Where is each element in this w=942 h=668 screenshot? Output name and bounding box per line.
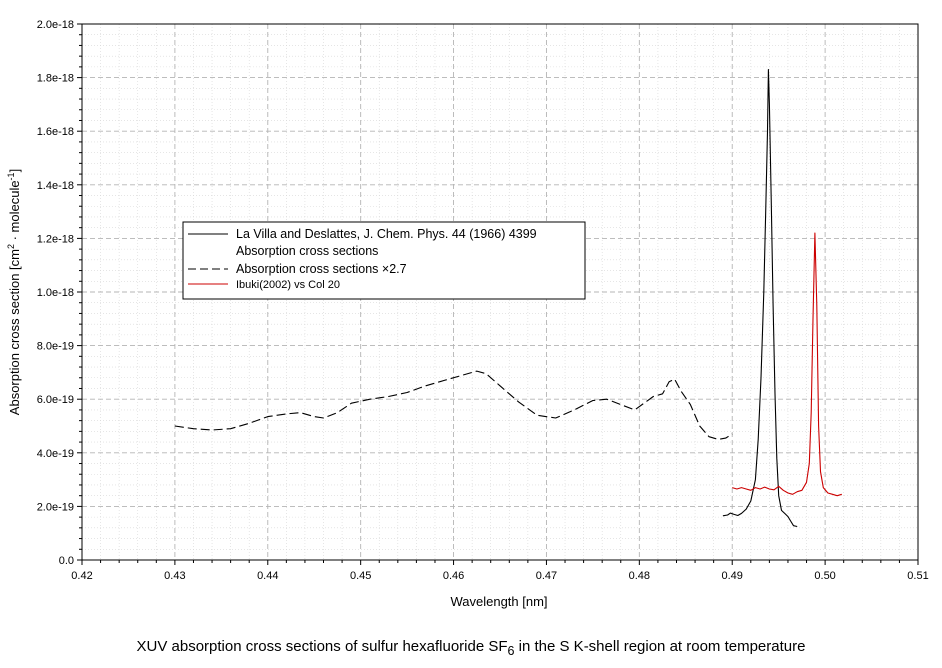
y-tick-label: 8.0e-19 (37, 341, 74, 353)
caption-suffix: in the S K-shell region at room temperat… (514, 638, 806, 655)
y-tick-label: 1.4e-18 (37, 180, 74, 192)
legend-entry-absorption: Absorption cross sections (236, 244, 378, 258)
x-tick-label: 0.45 (350, 570, 371, 582)
x-tick-label: 0.49 (722, 570, 743, 582)
x-tick-label: 0.46 (443, 570, 464, 582)
x-axis-label: Wavelength [nm] (450, 594, 547, 609)
caption-subscript: 6 (507, 644, 515, 658)
x-tick-label: 0.50 (814, 570, 835, 582)
y-tick-label: 1.8e-18 (37, 73, 74, 85)
y-axis-label-sup1: 2 (6, 244, 16, 249)
y-axis-label-sup2: -1 (6, 172, 16, 180)
legend-entry-ibuki: Ibuki(2002) vs Col 20 (236, 279, 340, 291)
series-line-red (732, 232, 842, 497)
series-layer (174, 69, 842, 528)
y-tick-label: 2.0e-19 (37, 501, 74, 513)
y-tick-label: 2.0e-18 (37, 19, 74, 31)
y-tick-label: 1.2e-18 (37, 233, 74, 245)
x-tick-label: 0.48 (629, 570, 650, 582)
axes-layer: 0.42 0.43 0.44 0.45 0.46 0.47 0.48 0.49 0.50 0.51… (37, 19, 929, 582)
y-axis-label-mid: · molecule (7, 180, 22, 244)
absorption-cross-section-chart: 0.42 0.43 0.44 0.45 0.46 0.47 0.48 0.49 0.50 0.51… (6, 19, 929, 609)
series-line-solid (722, 69, 798, 528)
y-tick-label: 0.0 (59, 555, 74, 567)
y-tick-label: 1.6e-18 (37, 126, 74, 138)
legend: La Villa and Deslattes, J. Chem. Phys. 4… (182, 221, 586, 300)
y-axis-label: Absorption cross section [cm2 · molecule… (6, 169, 22, 415)
y-tick-label: 6.0e-19 (37, 394, 74, 406)
x-tick-label: 0.47 (536, 570, 557, 582)
y-axis-label-prefix: Absorption cross section [cm (7, 249, 22, 415)
x-tick-label: 0.44 (257, 570, 278, 582)
x-tick-label: 0.42 (71, 570, 92, 582)
series-line-dashed (174, 370, 733, 440)
legend-entry-source: La Villa and Deslattes, J. Chem. Phys. 4… (236, 227, 537, 241)
figure-caption: XUV absorption cross sections of sulfur … (0, 638, 942, 658)
caption-prefix: XUV absorption cross sections of sulfur … (136, 638, 508, 655)
legend-box (182, 221, 586, 300)
x-tick-label: 0.43 (164, 570, 185, 582)
y-tick-label: 4.0e-19 (37, 448, 74, 460)
y-tick-label: 1.0e-18 (37, 287, 74, 299)
x-tick-label: 0.51 (907, 570, 928, 582)
y-axis-label-suffix: ] (7, 169, 22, 173)
legend-entry-absorption-scaled: Absorption cross sections ×2.7 (236, 262, 407, 276)
